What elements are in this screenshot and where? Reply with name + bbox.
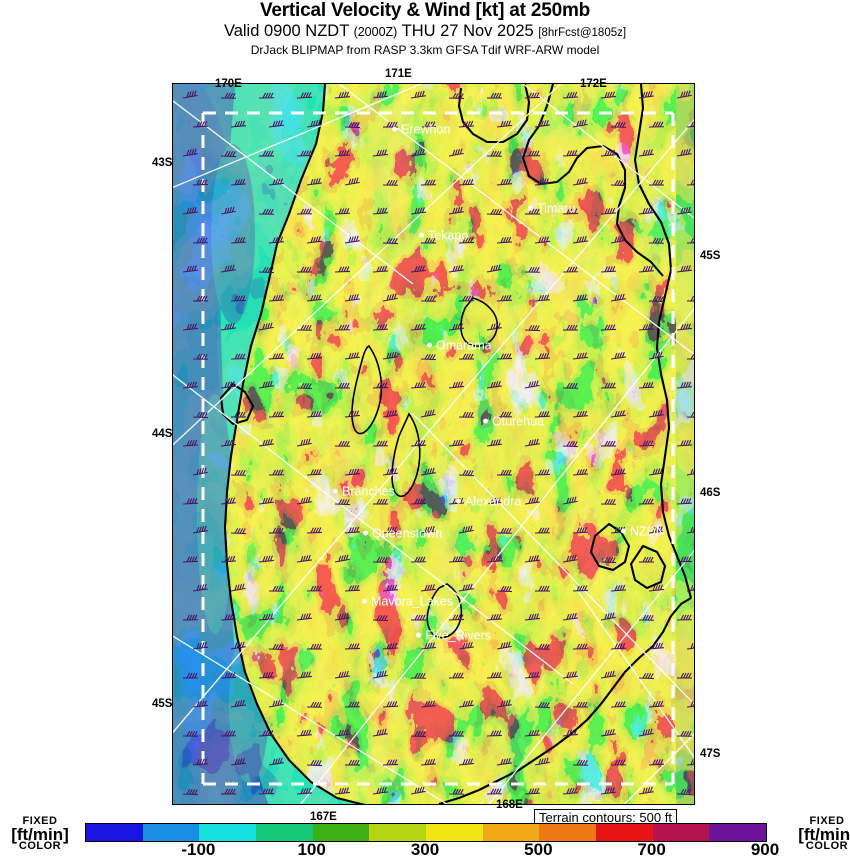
colorbar-segment-6 [426,824,483,841]
colorbar-tick-1: 100 [297,840,326,859]
colorbar-segment-8 [539,824,597,841]
colorbar-tick-4: 700 [637,840,666,859]
colorbar-tick-0: -100 [181,840,216,859]
lon-label-167E: 167E [310,811,337,823]
lat-label-4-46S: 46S [700,487,721,499]
colorbar-tick-3: 500 [524,840,553,859]
colorbar[interactable] [85,823,767,842]
colorbar-segment-5 [369,824,427,841]
lon-label-168E: 168E [496,799,523,811]
domain-boundary [201,111,675,786]
lon-label-171E: 171E [385,68,412,80]
colorbar-segment-9 [596,824,653,841]
lat-label-0-43S: 43S [152,157,173,169]
valid-date: THU 27 Nov 2025 [401,22,534,40]
lat-label-5-47S: 47S [700,748,721,760]
colorbar-legend-right: FIXED [ft/min] COLOR [785,816,850,852]
colorbar-segment-3 [256,824,313,841]
colorbar-segment-0 [86,824,143,841]
colorbar-tick-2: 300 [410,840,440,859]
lat-label-1-44S: 44S [152,428,173,440]
lat-label-3-45S: 45S [700,250,721,262]
colorbar-segment-2 [199,824,257,841]
colorbar-legend-left: FIXED [ft/min] COLOR [0,816,82,852]
valid-time-prefix: Valid 0900 NZDT [223,22,349,40]
forecast-tag: [8hrFcst@1805z] [538,27,627,39]
terrain-contour-note: Terrain contours: 500 ft [534,809,677,827]
legend-units-label-left: [ft/min] [11,825,69,844]
colorbar-segment-7 [482,824,540,841]
title-block: Vertical Velocity & Wind [kt] at 250mb V… [0,0,850,58]
legend-color-label-right: COLOR [805,840,849,852]
legend-units-label-right: [ft/min] [798,825,850,844]
legend-fixed-label-right: FIXED [809,815,845,827]
colorbar-segment-10 [652,824,710,841]
lat-label-2-45S: 45S [152,698,173,710]
model-subtitle: DrJack BLIPMAP from RASP 3.3km GFSA Tdif… [250,43,600,57]
vertical-velocity-map[interactable] [172,83,695,805]
colorbar-tick-labels: -100 100 300 500 700 900 [85,840,779,862]
valid-time-line: Valid 0900 NZDT (2000Z) THU 27 Nov 2025 … [0,22,850,43]
lon-label-170E: 170E [215,78,242,90]
colorbar-segment-1 [142,824,200,841]
legend-color-label-left: COLOR [18,840,62,852]
graticule [173,84,694,804]
lon-label-172E: 172E [580,78,607,90]
colorbar-segment-4 [312,824,370,841]
map-canvas [173,84,694,804]
colorbar-segment-11 [709,824,767,841]
lakes [351,297,498,639]
coastline [219,84,693,804]
legend-fixed-label-left: FIXED [22,815,58,827]
colorbar-tick-5: 900 [750,840,780,859]
valid-time-utc: (2000Z) [353,25,398,39]
page-title: Vertical Velocity & Wind [kt] at 250mb [259,0,591,21]
